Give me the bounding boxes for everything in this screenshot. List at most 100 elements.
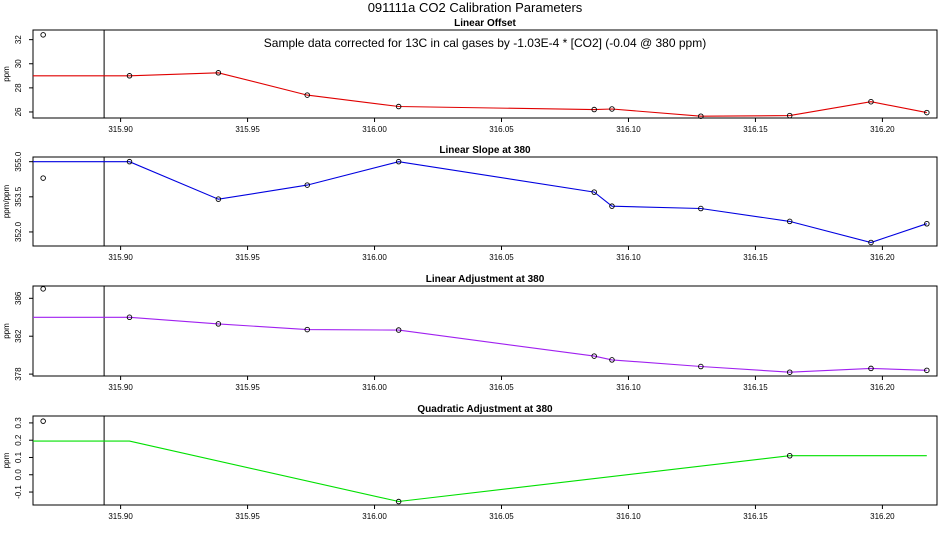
x-tick-label: 316.00 — [362, 125, 387, 134]
x-tick-label: 316.15 — [743, 253, 768, 262]
y-tick-label: 0.3 — [14, 417, 23, 429]
data-point — [786, 369, 793, 375]
data-point — [395, 327, 402, 333]
data-point — [40, 418, 46, 424]
x-tick-label: 315.95 — [235, 125, 260, 134]
y-tick-label: 352.0 — [14, 221, 23, 242]
x-tick-label: 316.20 — [870, 253, 895, 262]
x-tick-label: 315.90 — [108, 125, 133, 134]
data-point — [304, 92, 310, 98]
y-tick-label: 0.2 — [14, 434, 23, 446]
y-axis-label: ppm — [2, 323, 11, 339]
series-line — [33, 161, 927, 244]
data-point — [786, 452, 793, 459]
data-point — [40, 175, 46, 181]
y-tick-label: -0.1 — [14, 485, 23, 499]
panel-3: Linear Adjustment at 380 ppm 378 382 386 315.… — [2, 274, 938, 392]
x-tick-label: 316.15 — [743, 512, 768, 521]
x-tick-label: 316.10 — [616, 253, 641, 262]
x-tick-label: 316.05 — [489, 125, 514, 134]
annotation-text: Sample data corrected for 13C in cal gas… — [264, 36, 706, 50]
plot-frame — [32, 29, 938, 119]
series-line — [33, 316, 927, 373]
data-point — [215, 321, 222, 327]
series-line — [33, 440, 927, 503]
data-point — [786, 112, 793, 119]
data-point — [126, 158, 133, 165]
data-point — [395, 498, 402, 505]
y-tick-label: 32 — [14, 35, 23, 44]
x-tick-label: 316.10 — [616, 512, 641, 521]
data-point — [591, 353, 597, 359]
plot-frame — [32, 156, 938, 247]
page-title: 091111a CO2 Calibration Parameters — [368, 0, 583, 15]
x-tick-label: 315.95 — [235, 512, 260, 521]
data-point — [609, 203, 615, 209]
x-tick-label: 316.20 — [870, 383, 895, 392]
x-tick-label: 316.00 — [362, 383, 387, 392]
chart-panels: Linear Offset ppm 26 28 30 32 315.90 315.95 316.… — [2, 18, 938, 521]
y-axis-label: ppm/ppm — [2, 184, 11, 218]
plot-frame — [32, 415, 938, 506]
x-tick-label: 316.05 — [489, 383, 514, 392]
y-tick-label: 382 — [14, 329, 23, 343]
x-tick-label: 316.20 — [870, 512, 895, 521]
data-point — [868, 239, 874, 246]
data-point — [126, 73, 133, 79]
data-point — [609, 106, 615, 112]
data-point — [698, 363, 704, 370]
series-line — [33, 72, 927, 117]
panel-1: Linear Offset ppm 26 28 30 32 315.90 315.95 316.… — [2, 18, 938, 134]
y-tick-label: 353.5 — [14, 186, 23, 207]
panel-title: Linear Offset — [454, 18, 516, 29]
x-tick-label: 316.20 — [870, 125, 895, 134]
data-point — [698, 113, 704, 119]
data-point — [924, 220, 930, 227]
x-tick-label: 315.90 — [108, 383, 133, 392]
x-tick-label: 315.90 — [108, 512, 133, 521]
data-point — [924, 109, 930, 116]
data-point — [395, 158, 402, 165]
x-tick-label: 316.05 — [489, 512, 514, 521]
data-point — [40, 286, 46, 292]
panel-4: Quadratic Adjustment at 380 ppm -0.1 0.0 0.1… — [2, 404, 938, 521]
data-point — [215, 196, 222, 202]
data-point — [786, 218, 793, 225]
data-point — [304, 326, 310, 333]
y-axis-label: ppm — [2, 452, 11, 468]
data-point — [868, 98, 874, 105]
data-point — [215, 70, 222, 76]
data-point — [395, 103, 402, 110]
data-point — [304, 182, 310, 188]
y-tick-label: 0.0 — [14, 469, 23, 481]
y-tick-label: 355.0 — [14, 151, 23, 172]
panel-title: Linear Adjustment at 380 — [426, 274, 545, 285]
x-tick-label: 316.00 — [362, 512, 387, 521]
x-tick-label: 316.05 — [489, 253, 514, 262]
panel-title: Quadratic Adjustment at 380 — [417, 404, 553, 415]
x-tick-label: 316.15 — [743, 383, 768, 392]
data-point — [40, 32, 46, 38]
y-tick-label: 26 — [14, 107, 23, 116]
x-tick-label: 316.10 — [616, 125, 641, 134]
x-tick-label: 315.95 — [235, 253, 260, 262]
data-point — [591, 189, 597, 195]
y-tick-label: 386 — [14, 291, 23, 305]
y-tick-label: 30 — [14, 59, 23, 68]
x-tick-label: 315.95 — [235, 383, 260, 392]
panel-title: Linear Slope at 380 — [439, 145, 531, 156]
data-point — [609, 357, 615, 363]
y-axis-label: ppm — [2, 66, 11, 82]
x-tick-label: 315.90 — [108, 253, 133, 262]
data-point — [868, 365, 874, 372]
x-tick-label: 316.15 — [743, 125, 768, 134]
data-point — [924, 367, 930, 374]
plot-frame — [32, 285, 938, 377]
data-point — [126, 314, 133, 321]
y-tick-label: 378 — [14, 367, 23, 381]
y-tick-label: 0.1 — [14, 451, 23, 463]
x-tick-label: 316.00 — [362, 253, 387, 262]
data-point — [698, 205, 704, 212]
